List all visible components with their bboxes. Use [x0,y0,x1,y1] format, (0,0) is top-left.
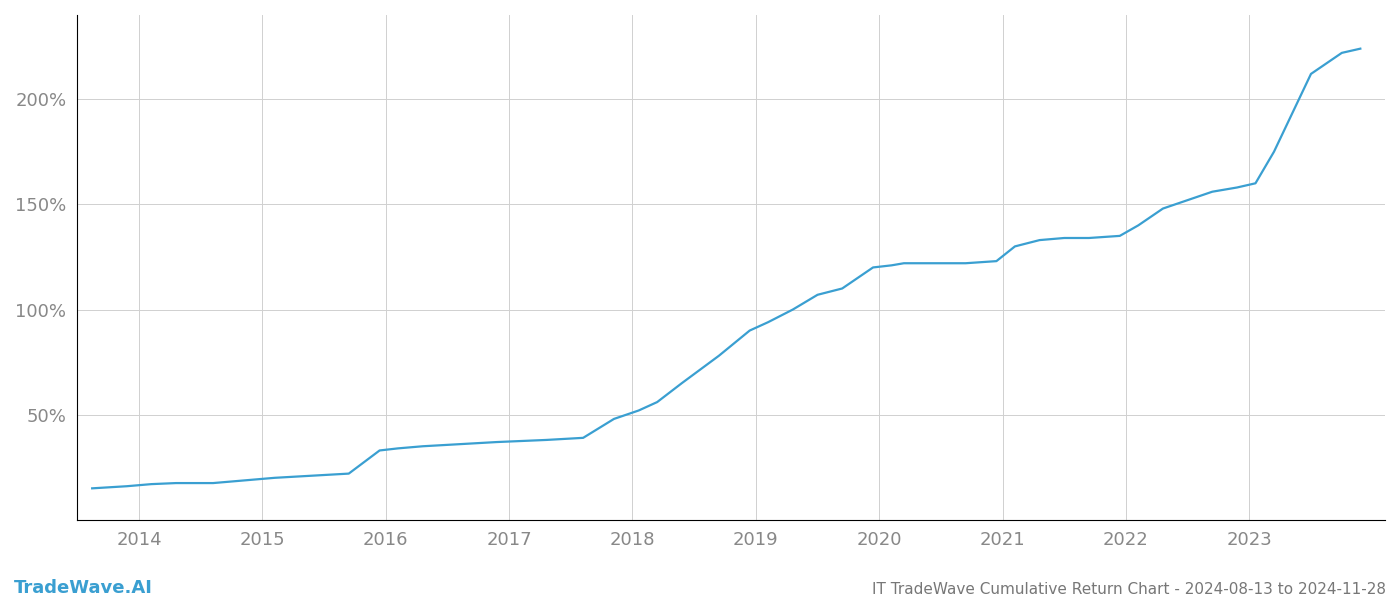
Text: IT TradeWave Cumulative Return Chart - 2024-08-13 to 2024-11-28: IT TradeWave Cumulative Return Chart - 2… [872,582,1386,597]
Text: TradeWave.AI: TradeWave.AI [14,579,153,597]
